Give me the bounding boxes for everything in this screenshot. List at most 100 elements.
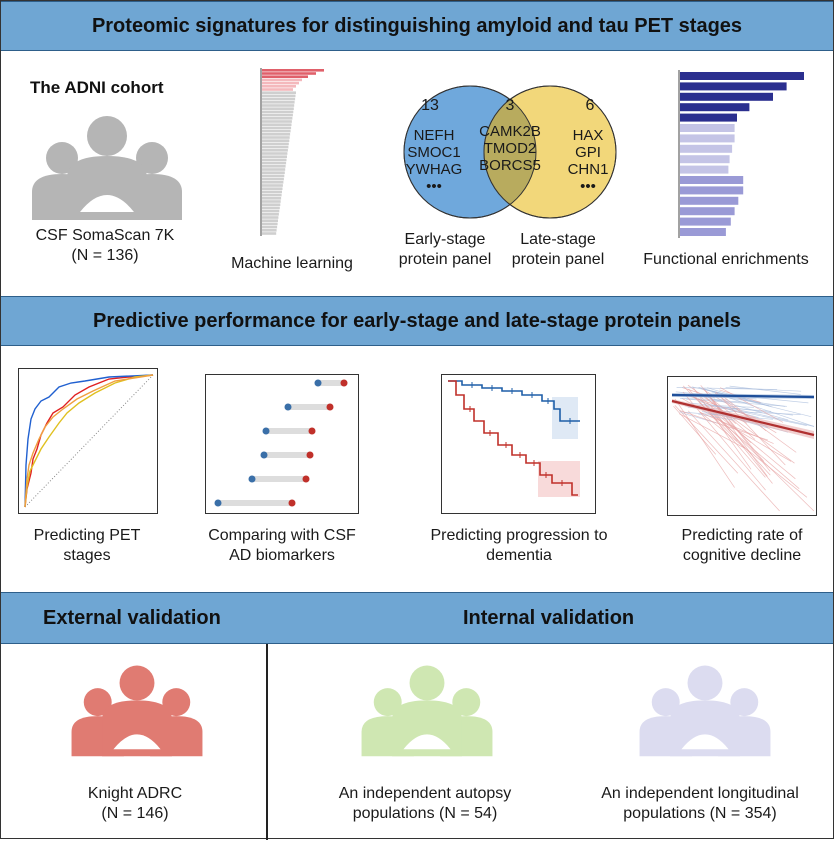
cohort-title: The ADNI cohort	[30, 78, 164, 97]
ml-bar	[262, 222, 278, 226]
trajectory-line	[725, 396, 815, 427]
trajectory-line	[680, 398, 729, 401]
adni-people-icon	[32, 116, 182, 220]
enrichment-bar	[680, 176, 744, 184]
venn-mid-protein-2: BORCS5	[479, 157, 541, 174]
ml-bar	[262, 213, 279, 216]
roc-panel	[18, 368, 158, 514]
trajectory-line	[688, 388, 766, 478]
ml-bar	[262, 75, 308, 78]
trajectory-line	[690, 402, 793, 416]
enrich-label: Functional enrichments	[643, 251, 809, 268]
dumbbell-protein-point	[302, 475, 310, 483]
ml-bar	[262, 177, 284, 181]
ml-bar	[262, 219, 278, 222]
trajectory-line	[679, 410, 769, 441]
longit-line2: populations (N = 354)	[623, 805, 777, 822]
ml-bar	[262, 155, 287, 158]
ml-bar	[262, 145, 289, 149]
header-signatures: Proteomic signatures for distinguishing …	[1, 1, 833, 51]
enrichment-bar	[680, 144, 733, 153]
ml-bar	[262, 209, 280, 213]
venn-left-protein-2: YWHAG	[406, 161, 463, 178]
ml-bar	[262, 117, 293, 120]
ml-bar	[262, 174, 285, 178]
enrichment-bar	[680, 196, 739, 205]
venn-mid-protein-1: TMOD2	[484, 140, 537, 157]
venn-left-protein-1: SMOC1	[407, 144, 460, 161]
venn-left-label-2: protein panel	[398, 251, 492, 268]
enrichment-bar	[680, 113, 737, 122]
enrichment-bar	[680, 92, 773, 101]
header-signatures-title: Proteomic signatures for distinguishing …	[91, 14, 743, 37]
trajectory-line	[691, 386, 725, 395]
trajectory-line	[700, 385, 765, 462]
enrichment-bar	[680, 186, 744, 195]
venn-mid-count: 3	[506, 97, 515, 114]
dumbbell-protein-point	[308, 427, 316, 435]
header-validation: External validation Internal validation	[1, 592, 833, 644]
enrichment-bar	[680, 82, 787, 91]
dumbbell-csf-point	[248, 475, 256, 483]
ml-bar	[262, 229, 277, 232]
decline-trajectories	[671, 384, 815, 512]
prog-caption-2: dementia	[486, 547, 552, 564]
dumbbell-protein-point	[326, 403, 334, 411]
prog-caption-1: Predicting progression to	[430, 527, 608, 544]
enrichment-bar	[680, 103, 750, 112]
header-performance-title: Predictive performance for early-stage a…	[93, 309, 741, 332]
progression-panel	[441, 374, 596, 514]
enrichment-bar	[680, 228, 726, 236]
ml-bar	[262, 142, 289, 146]
knight-line2: (N = 146)	[101, 805, 169, 822]
cohort-line2: (N = 136)	[71, 247, 139, 264]
enrichment-bar	[680, 72, 804, 80]
ml-bar	[262, 187, 283, 190]
trajectory-line	[699, 411, 774, 444]
ml-bar	[262, 104, 295, 107]
ml-bar	[262, 190, 282, 194]
trajectory-line	[729, 385, 801, 395]
ml-importance-chart	[260, 68, 324, 236]
enrichment-bar	[680, 217, 731, 226]
ml-bar	[262, 69, 324, 72]
csf-caption-1: Comparing with CSF	[208, 527, 356, 544]
ml-bar	[262, 171, 285, 174]
trajectory-line	[701, 393, 737, 424]
dumbbell-protein-point	[288, 499, 296, 507]
ml-bar	[262, 88, 293, 91]
pet-caption-2: stages	[63, 547, 111, 564]
ml-bar	[262, 168, 286, 171]
venn-overlap	[484, 86, 536, 218]
rate-caption-1: Predicting rate of	[681, 527, 803, 544]
enrichment-chart	[678, 70, 804, 238]
trajectory-line	[692, 387, 752, 470]
venn-left-protein-0: NEFH	[414, 127, 455, 144]
ml-bar	[262, 136, 290, 139]
ml-label: Machine learning	[231, 255, 353, 272]
trajectory-line	[699, 411, 808, 498]
enrichment-bar	[680, 207, 735, 216]
knight-line1: Knight ADRC	[87, 785, 183, 802]
trajectory-line	[710, 407, 773, 484]
ml-bar	[262, 113, 293, 117]
ml-bar	[262, 123, 292, 126]
trajectory-line	[673, 405, 717, 455]
ml-bar	[262, 78, 302, 82]
ml-bar	[262, 165, 286, 168]
ml-bar	[262, 149, 288, 152]
trajectory-line	[703, 388, 768, 477]
ml-bar	[262, 81, 299, 85]
csf-dumbbell-plot	[214, 379, 348, 507]
ml-bar	[262, 184, 283, 187]
ml-bar	[262, 97, 296, 101]
ml-bar	[262, 152, 288, 155]
venn-right-count: 6	[586, 97, 595, 114]
ml-bar	[262, 193, 282, 197]
autopsy-line2: populations (N = 54)	[352, 805, 498, 822]
pet-caption-1: Predicting PET	[33, 527, 141, 544]
trajectory-line	[682, 412, 717, 424]
ml-bar	[262, 158, 287, 162]
